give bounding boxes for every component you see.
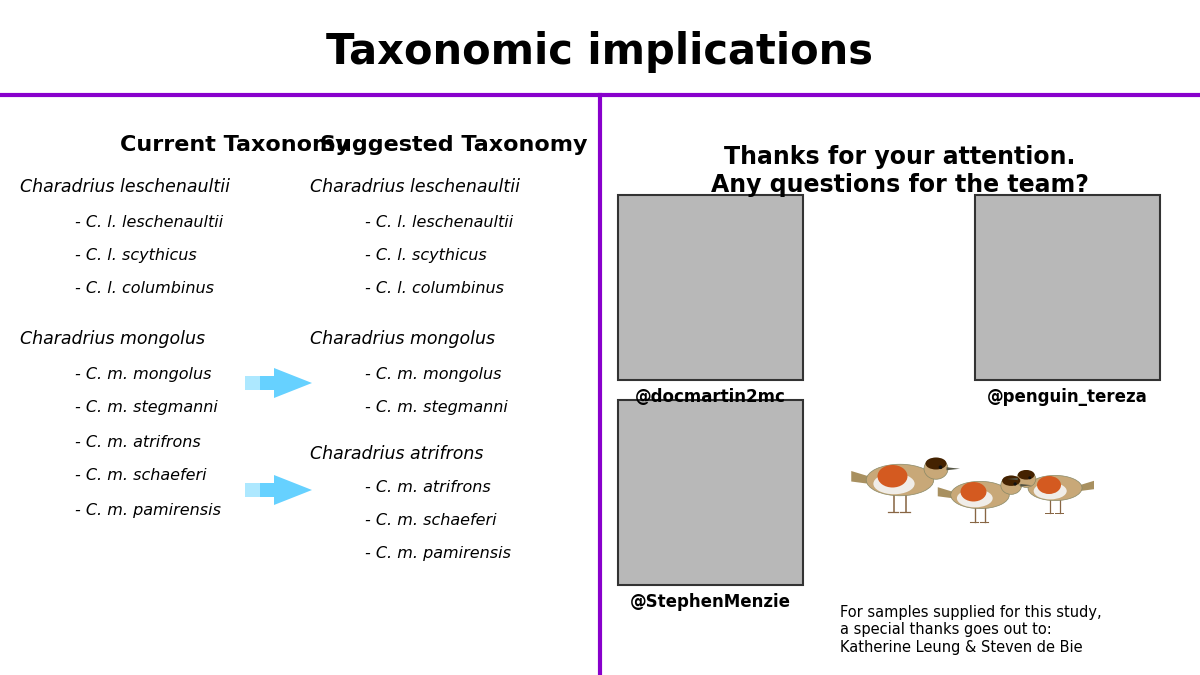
Polygon shape [851, 471, 869, 484]
Ellipse shape [1014, 483, 1016, 485]
Polygon shape [245, 368, 312, 398]
Bar [618, 400, 803, 585]
Text: Charadrius leschenaultii: Charadrius leschenaultii [20, 178, 230, 196]
Text: Charadrius atrifrons: Charadrius atrifrons [310, 445, 484, 463]
Polygon shape [947, 467, 960, 470]
Polygon shape [1080, 481, 1094, 491]
Text: Taxonomic implications: Taxonomic implications [326, 31, 874, 73]
Ellipse shape [956, 489, 992, 508]
Polygon shape [245, 483, 260, 497]
Ellipse shape [1028, 475, 1082, 501]
Text: - C. l. columbinus: - C. l. columbinus [74, 281, 214, 296]
Text: - C. m. mongolus: - C. m. mongolus [365, 367, 502, 382]
Text: Charadrius leschenaultii: Charadrius leschenaultii [310, 178, 520, 196]
Text: - C. m. stegmanni: - C. m. stegmanni [74, 400, 218, 415]
Text: - C. m. atrifrons: - C. m. atrifrons [365, 480, 491, 495]
Text: Current Taxonomy: Current Taxonomy [120, 135, 349, 155]
Polygon shape [937, 487, 953, 498]
Ellipse shape [1001, 476, 1021, 494]
Ellipse shape [1002, 475, 1020, 486]
Ellipse shape [1028, 477, 1031, 479]
Text: - C. l. leschenaultii: - C. l. leschenaultii [365, 215, 514, 230]
Polygon shape [1020, 484, 1032, 487]
Text: - C. l. scythicus: - C. l. scythicus [74, 248, 197, 263]
Ellipse shape [950, 481, 1009, 509]
Ellipse shape [925, 458, 947, 470]
Polygon shape [245, 376, 260, 390]
Bar [618, 195, 803, 380]
Text: For samples supplied for this study,
a special thanks goes out to:
Katherine Leu: For samples supplied for this study, a s… [840, 605, 1102, 655]
Ellipse shape [1016, 470, 1036, 487]
Text: - C. m. atrifrons: - C. m. atrifrons [74, 435, 200, 450]
Text: - C. m. mongolus: - C. m. mongolus [74, 367, 211, 382]
Polygon shape [1007, 478, 1018, 480]
Ellipse shape [924, 458, 948, 479]
Text: @StephenMenzie: @StephenMenzie [630, 593, 791, 611]
Text: - C. m. pamirensis: - C. m. pamirensis [74, 503, 221, 518]
Ellipse shape [1018, 470, 1034, 480]
Text: @docmartin2mc: @docmartin2mc [635, 388, 786, 406]
Text: Charadrius mongolus: Charadrius mongolus [310, 330, 496, 348]
Ellipse shape [938, 465, 942, 469]
Bar [974, 195, 1160, 380]
Text: - C. m. schaeferi: - C. m. schaeferi [74, 468, 206, 483]
Text: - C. m. stegmanni: - C. m. stegmanni [365, 400, 508, 415]
Ellipse shape [866, 464, 934, 495]
Text: @penguin_tereza: @penguin_tereza [988, 388, 1148, 406]
Ellipse shape [874, 473, 914, 494]
Ellipse shape [960, 482, 986, 502]
Text: - C. l. scythicus: - C. l. scythicus [365, 248, 487, 263]
Ellipse shape [877, 465, 907, 487]
Ellipse shape [1033, 483, 1067, 500]
Text: - C. m. schaeferi: - C. m. schaeferi [365, 513, 497, 528]
Text: - C. l. columbinus: - C. l. columbinus [365, 281, 504, 296]
Text: - C. l. leschenaultii: - C. l. leschenaultii [74, 215, 223, 230]
Text: Charadrius mongolus: Charadrius mongolus [20, 330, 205, 348]
Ellipse shape [1037, 476, 1061, 494]
Text: - C. m. pamirensis: - C. m. pamirensis [365, 546, 511, 561]
Text: Thanks for your attention.
Any questions for the team?: Thanks for your attention. Any questions… [712, 145, 1088, 197]
Text: Suggested Taxonomy: Suggested Taxonomy [320, 135, 588, 155]
Polygon shape [245, 475, 312, 505]
